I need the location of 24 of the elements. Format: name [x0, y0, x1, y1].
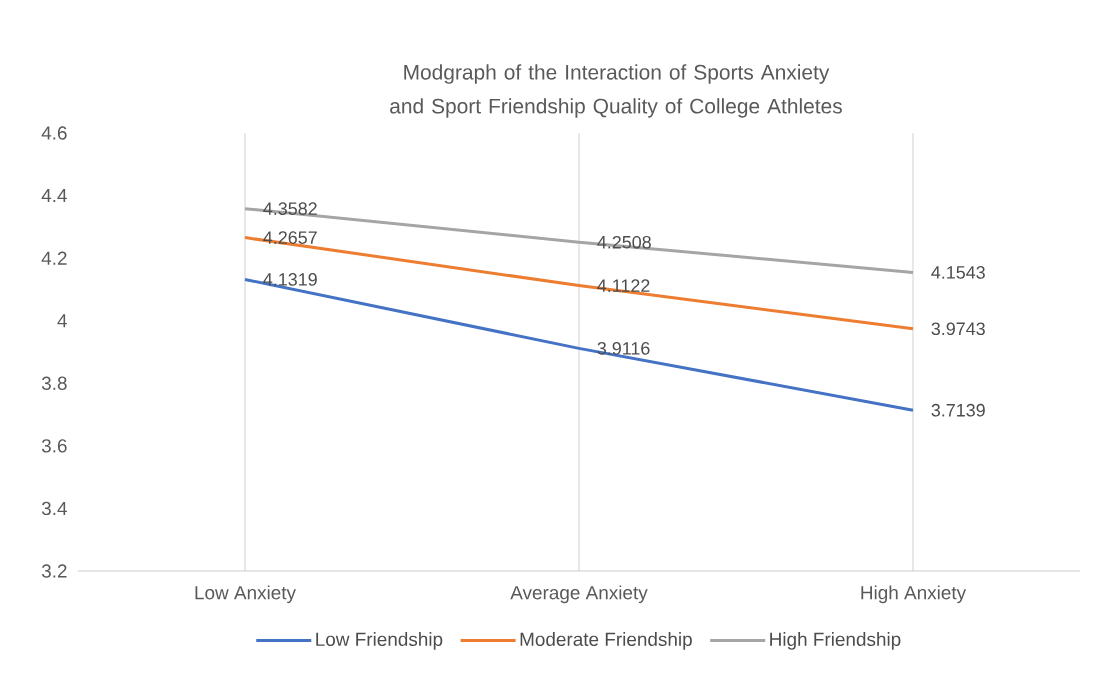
legend-label: Moderate Friendship — [520, 632, 692, 650]
y-tick-label: 3.2 — [41, 564, 67, 578]
data-label: 3.9116 — [597, 342, 650, 355]
y-tick-label: 3.4 — [41, 501, 67, 516]
legend-label: Low Friendship — [316, 632, 443, 650]
data-label: 4.3582 — [263, 202, 317, 215]
data-label: 4.1122 — [597, 279, 650, 292]
y-tick-label: 4.6 — [41, 126, 67, 140]
data-label: 4.2508 — [597, 235, 651, 249]
legend-label: High Friendship — [770, 632, 901, 650]
y-tick-label: 4 — [57, 314, 67, 328]
data-label: 4.1319 — [263, 273, 317, 286]
y-tick-label: 3.6 — [41, 439, 67, 453]
data-label: 4.1543 — [931, 266, 985, 279]
x-tick-label: Low Anxiety — [195, 585, 296, 604]
y-tick-label: 4.2 — [41, 251, 67, 265]
chart-title: Modgraph of the Interaction of Sports Anxiety and Sport Friendship Quality of College Athletes — [390, 64, 842, 118]
y-tick-label: 3.8 — [41, 376, 67, 390]
x-tick-label: Average Anxiety — [510, 585, 648, 604]
data-label: 3.7139 — [931, 403, 985, 417]
data-label: 4.2657 — [263, 231, 317, 244]
data-label: 3.9743 — [931, 322, 985, 336]
y-tick-label: 4.4 — [41, 189, 67, 203]
x-tick-label: High Anxiety — [861, 585, 967, 604]
